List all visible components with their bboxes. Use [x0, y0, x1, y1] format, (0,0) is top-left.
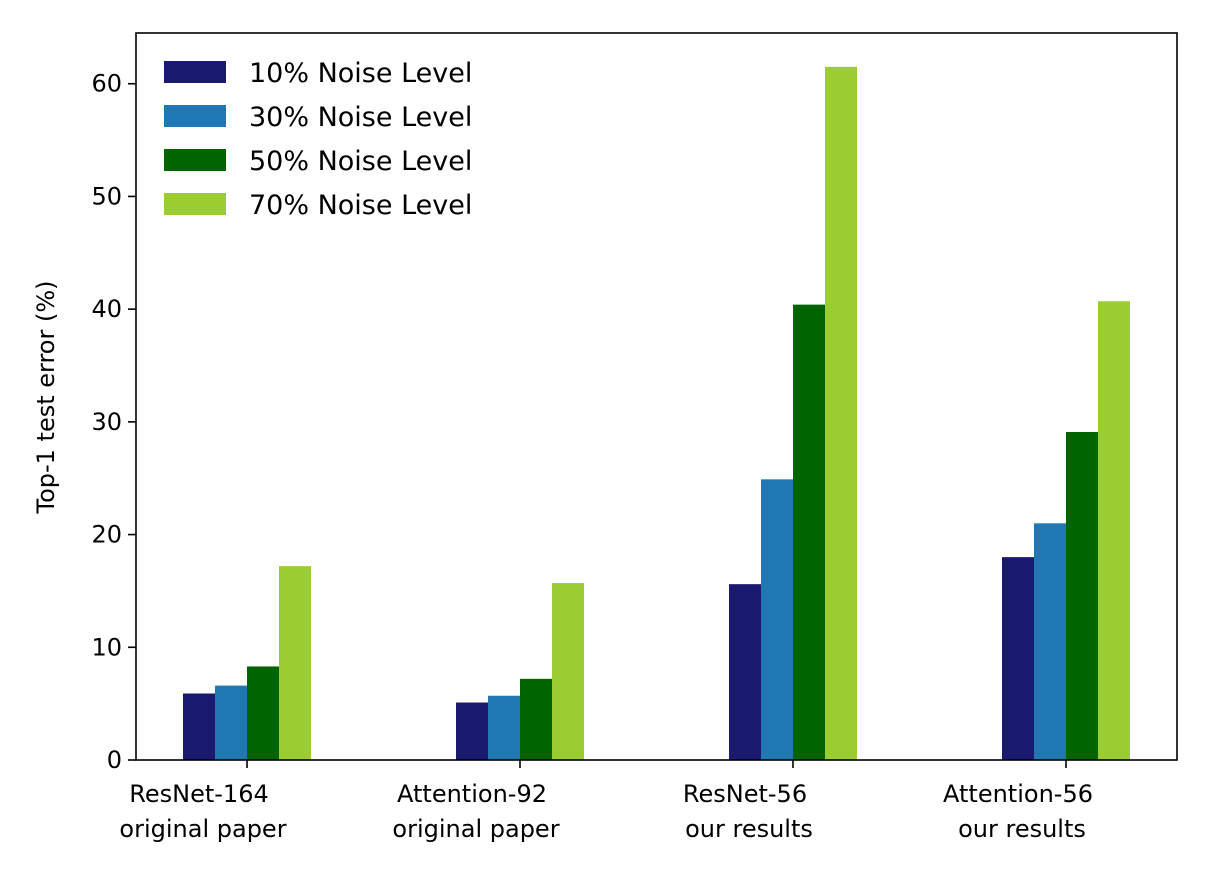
bar [1034, 523, 1066, 760]
x-axis: ResNet-164 original paper Attention-92 orig… [119, 760, 1093, 843]
bar [793, 304, 825, 760]
bar [488, 695, 520, 760]
y-tick-label: 50 [91, 182, 122, 210]
bar [761, 479, 793, 760]
x-tick-label: ResNet-56 [683, 780, 807, 808]
legend: 10% Noise Level 30% Noise Level 50% Noise … [164, 58, 472, 221]
legend-label: 10% Noise Level [249, 58, 472, 89]
plot-frame [135, 32, 1178, 761]
bar [279, 566, 311, 760]
bar [183, 693, 215, 760]
bar [552, 583, 584, 760]
x-tick-label: original paper [392, 815, 559, 843]
y-tick-label: 30 [91, 408, 122, 436]
bar [215, 685, 247, 760]
x-tick-label: Attention-56 [943, 780, 1093, 808]
bars-group [183, 66, 1130, 760]
bar [456, 702, 488, 760]
y-tick-label: 10 [91, 633, 122, 661]
y-tick-label: 20 [91, 521, 122, 549]
x-tick-label: ResNet-164 [129, 780, 268, 808]
legend-swatch [164, 193, 226, 215]
x-tick-label: our results [685, 815, 813, 843]
bar [1066, 432, 1098, 760]
bar [1002, 557, 1034, 760]
x-tick-label: our results [958, 815, 1086, 843]
y-axis: 0 10 20 30 40 50 60 [91, 70, 136, 774]
x-tick-label: Attention-92 [397, 780, 547, 808]
bar [520, 678, 552, 760]
bar [1098, 301, 1130, 760]
legend-label: 70% Noise Level [249, 190, 472, 221]
y-axis-label: Top-1 test error (%) [32, 280, 60, 514]
bar [825, 66, 857, 760]
y-tick-label: 40 [91, 295, 122, 323]
x-tick-label: original paper [119, 815, 286, 843]
legend-swatch [164, 105, 226, 127]
legend-swatch [164, 61, 226, 83]
legend-label: 30% Noise Level [249, 102, 472, 133]
bar [729, 584, 761, 760]
legend-label: 50% Noise Level [249, 146, 472, 177]
bar [247, 666, 279, 760]
y-tick-label: 60 [91, 70, 122, 98]
legend-swatch [164, 149, 226, 171]
y-tick-label: 0 [107, 746, 122, 774]
